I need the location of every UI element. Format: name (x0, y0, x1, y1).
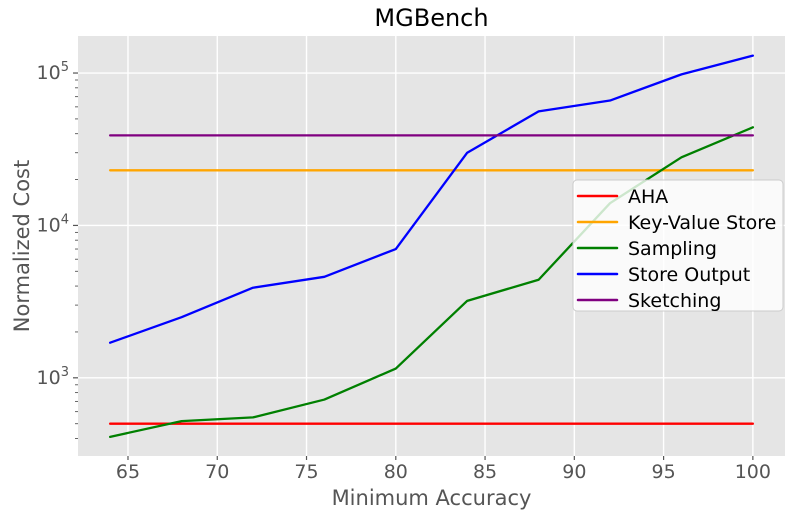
x-tick-label: 80 (384, 461, 408, 483)
legend-label: Key-Value Store (628, 212, 776, 234)
y-axis-label: Normalized Cost (10, 159, 34, 333)
legend-box (572, 179, 784, 312)
x-tick-label: 95 (652, 461, 676, 483)
y-tick-label: 104 (37, 212, 69, 236)
x-tick-label: 90 (562, 461, 586, 483)
x-tick-label: 65 (116, 461, 140, 483)
x-axis-label: Minimum Accuracy (331, 486, 532, 510)
legend-label: AHA (628, 186, 668, 208)
legend-label: Store Output (628, 264, 750, 286)
series-line-store-output (108, 54, 755, 344)
x-tick-label: 75 (294, 461, 318, 483)
y-tick-label: 103 (37, 365, 69, 389)
y-tick-label: 105 (37, 60, 69, 84)
x-tick-label: 100 (735, 461, 771, 483)
x-tick-label: 85 (473, 461, 497, 483)
legend-label: Sampling (628, 238, 717, 260)
legend-label: Sketching (628, 290, 721, 312)
chart-title: MGBench (374, 4, 489, 32)
x-tick-label: 70 (205, 461, 229, 483)
